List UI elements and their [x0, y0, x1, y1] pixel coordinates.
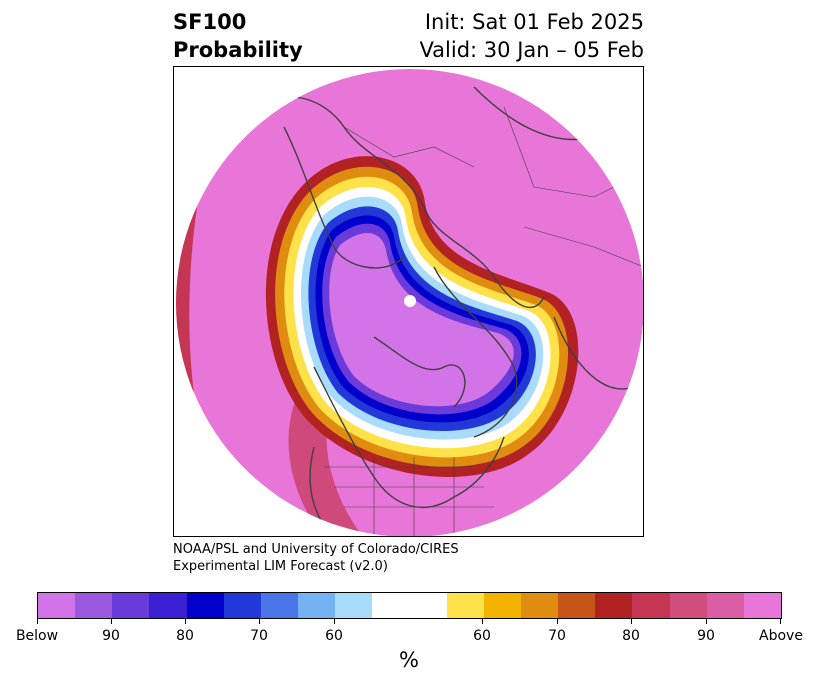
colorbar-tickmark-1 [111, 619, 112, 624]
colorbar-swatch-0 [38, 593, 76, 618]
colorbar-swatch-9 [372, 593, 447, 618]
colorbar-tick-label-0: Below [15, 628, 59, 644]
colorbar-tickmark-0 [37, 619, 38, 624]
colorbar-swatch-6 [260, 593, 299, 618]
colorbar-swatch-14 [595, 593, 633, 618]
colorbar-tick-label-6: 70 [548, 628, 566, 644]
credit-line-2: Experimental LIM Forecast (v2.0) [173, 559, 388, 574]
colorbar [37, 592, 782, 619]
forecast-dates: Init: Sat 01 Feb 2025 Valid: 30 Jan – 05… [419, 8, 644, 64]
colorbar-swatch-1 [75, 593, 113, 618]
colorbar-swatch-3 [149, 593, 187, 618]
credit-text: NOAA/PSL and University of Colorado/CIRE… [173, 541, 459, 575]
colorbar-swatch-7 [298, 593, 336, 618]
colorbar-swatch-16 [669, 593, 707, 618]
colorbar-tick-label-4: 60 [325, 628, 343, 644]
colorbar-swatch-15 [632, 593, 670, 618]
colorbar-tickmark-4 [334, 619, 335, 624]
colorbar-unit: % [399, 648, 419, 672]
title-subtitle: Probability [173, 38, 303, 62]
credit-line-1: NOAA/PSL and University of Colorado/CIRE… [173, 542, 459, 557]
colorbar-tickmark-7 [631, 619, 632, 624]
colorbar-swatch-5 [223, 593, 261, 618]
colorbar-swatch-10 [446, 593, 484, 618]
colorbar-tick-label-7: 80 [622, 628, 640, 644]
colorbar-swatch-8 [335, 593, 373, 618]
colorbar-tickmark-9 [780, 619, 781, 624]
colorbar-tick-label-8: 90 [697, 628, 715, 644]
colorbar-tick-label-2: 80 [176, 628, 194, 644]
colorbar-swatch-17 [706, 593, 744, 618]
below-normal-core [329, 233, 514, 407]
colorbar-tick-label-9: Above [759, 628, 803, 644]
map-title: SF100 Probability [173, 8, 303, 64]
colorbar-tickmark-8 [706, 619, 707, 624]
colorbar-tickmark-3 [259, 619, 260, 624]
colorbar-tick-label-5: 60 [473, 628, 491, 644]
colorbar-tickmark-6 [557, 619, 558, 624]
colorbar-tick-label-1: 90 [102, 628, 120, 644]
colorbar-swatch-13 [558, 593, 596, 618]
colorbar-tick-label-3: 70 [250, 628, 268, 644]
colorbar-swatch-11 [483, 593, 522, 618]
colorbar-swatch-12 [521, 593, 559, 618]
init-date: Init: Sat 01 Feb 2025 [424, 10, 644, 34]
colorbar-swatch-4 [186, 593, 224, 618]
colorbar-tickmark-2 [185, 619, 186, 624]
colorbar-swatch-18 [743, 593, 782, 618]
colorbar-tickmark-5 [482, 619, 483, 624]
polar-map [173, 66, 644, 537]
polar-stereographic-map [176, 69, 643, 536]
north-pole-marker [404, 295, 416, 307]
valid-range: Valid: 30 Jan – 05 Feb [419, 38, 644, 62]
colorbar-swatch-2 [112, 593, 150, 618]
title-variable: SF100 [173, 10, 247, 34]
